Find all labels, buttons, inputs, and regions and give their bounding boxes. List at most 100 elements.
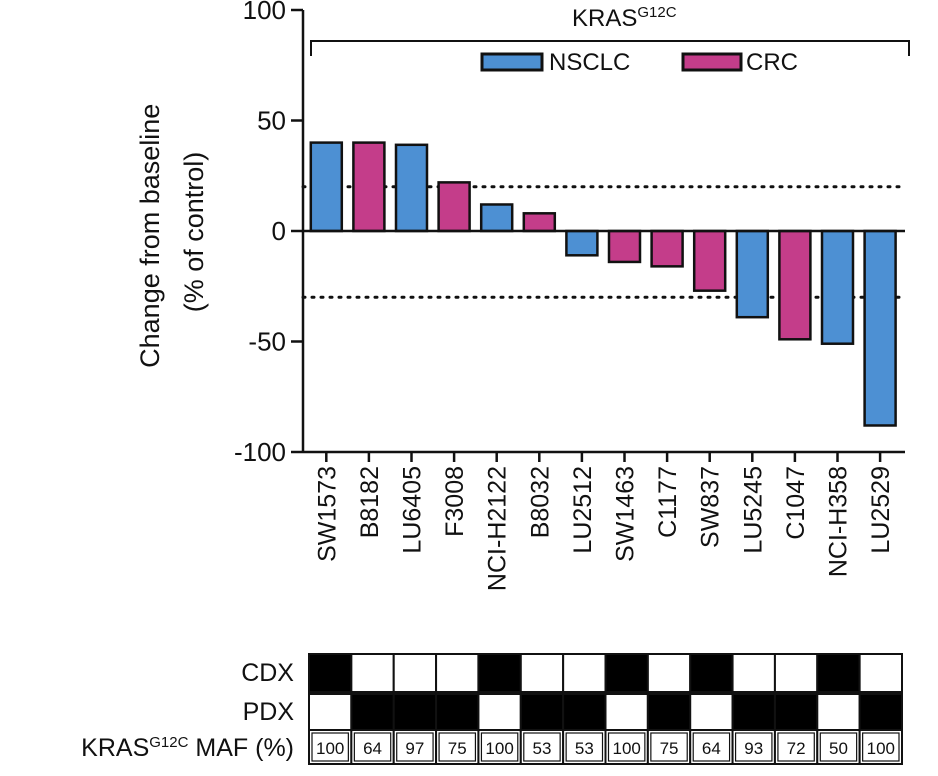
maf-cell-f3008 bbox=[435, 729, 480, 765]
table-row-label-pdx: PDX bbox=[243, 698, 295, 726]
y-tick-label-0: 0 bbox=[272, 216, 286, 246]
maf-cell-b8182 bbox=[350, 729, 395, 765]
legend-label-crc: CRC bbox=[746, 49, 798, 76]
bar-f3008 bbox=[437, 181, 471, 233]
x-tick-label-sw1573: SW1573 bbox=[313, 466, 341, 562]
table-cell-cdx-sw837 bbox=[689, 653, 734, 693]
maf-value-lu2512: 53 bbox=[575, 739, 594, 758]
table-cell-cdx-nci-h2122 bbox=[477, 653, 522, 693]
table-cell-pdx-lu2529 bbox=[858, 693, 904, 733]
reference-lines bbox=[301, 185, 907, 299]
chart-title-sup: G12C bbox=[637, 4, 676, 21]
y-tick-label--100: -100 bbox=[234, 437, 286, 467]
y-axis-label-line1: Change from baseline bbox=[135, 104, 165, 368]
maf-value-nci-h358: 50 bbox=[829, 739, 848, 758]
table-cell-cdx-lu6405 bbox=[392, 653, 438, 693]
maf-cell-inner-b8032 bbox=[523, 732, 561, 762]
bar-sw1573 bbox=[309, 141, 344, 233]
maf-value-lu5245: 93 bbox=[744, 739, 763, 758]
table-cell-pdx-nci-h358 bbox=[816, 693, 861, 733]
maf-cell-inner-nci-h2122 bbox=[480, 732, 519, 762]
table-cell-cdx-sw1463 bbox=[604, 653, 649, 693]
bar-lu2512 bbox=[565, 229, 599, 257]
y-tick-label-50: 50 bbox=[257, 106, 286, 136]
table-cell-cdx-b8182 bbox=[350, 653, 395, 693]
maf-value-sw837: 64 bbox=[702, 739, 721, 758]
x-tick-label-nci-h358: NCI-H358 bbox=[825, 466, 853, 577]
table-cell-cdx-lu2512 bbox=[562, 653, 607, 693]
x-tick-label-b8182: B8182 bbox=[356, 466, 384, 538]
maf-cell-c1177 bbox=[646, 729, 692, 765]
maf-cell-inner-sw1573 bbox=[311, 732, 349, 762]
legend-label-nsclc: NSCLC bbox=[549, 49, 630, 76]
table-cell-pdx-nci-h2122 bbox=[477, 693, 522, 733]
x-tick-label-lu2529: LU2529 bbox=[867, 466, 895, 554]
x-tick-label-lu2512: LU2512 bbox=[569, 466, 597, 554]
sample-table: 100 64 97 75 100 53 53 100 75 64 93 72 50 100 bbox=[308, 653, 904, 765]
maf-cell-inner-lu6405 bbox=[396, 732, 434, 762]
maf-cell-lu2512 bbox=[562, 729, 607, 765]
maf-cell-inner-nci-h358 bbox=[819, 732, 858, 762]
table-cell-pdx-sw1463 bbox=[604, 693, 649, 733]
maf-cell-sw1463 bbox=[604, 729, 649, 765]
legend: NSCLC CRC bbox=[480, 49, 798, 76]
table-cell-cdx-lu5245 bbox=[731, 653, 776, 693]
x-tick-label-sw1463: SW1463 bbox=[612, 466, 640, 562]
maf-value-c1047: 72 bbox=[787, 739, 806, 758]
table-cell-cdx-nci-h358 bbox=[816, 653, 861, 693]
x-tick-label-b8032: B8032 bbox=[526, 466, 554, 538]
bar-c1177 bbox=[650, 229, 684, 268]
maf-cell-inner-f3008 bbox=[438, 732, 477, 762]
bar-b8182 bbox=[352, 141, 386, 233]
maf-value-sw1463: 100 bbox=[612, 739, 640, 758]
table-cell-cdx-f3008 bbox=[435, 653, 480, 693]
maf-cell-lu2529 bbox=[858, 729, 904, 765]
y-axis-label-line2: (% of control) bbox=[179, 152, 209, 313]
bars bbox=[309, 141, 897, 427]
legend-swatch-nsclc bbox=[480, 52, 544, 72]
chart-title-main: KRAS bbox=[572, 5, 637, 32]
bar-lu5245 bbox=[735, 229, 770, 319]
table-cell-pdx-c1177 bbox=[646, 693, 692, 733]
y-tick-label--50: -50 bbox=[248, 327, 286, 357]
table-cell-pdx-b8182 bbox=[350, 693, 395, 733]
maf-cell-inner-lu2529 bbox=[862, 732, 900, 762]
table-cell-pdx-lu6405 bbox=[392, 693, 438, 733]
table-cell-cdx-b8032 bbox=[519, 653, 565, 693]
table-cell-pdx-b8032 bbox=[519, 693, 565, 733]
bar-nci-h358 bbox=[820, 229, 855, 345]
x-tick-label-c1047: C1047 bbox=[782, 466, 810, 540]
maf-value-nci-h2122: 100 bbox=[485, 739, 513, 758]
y-axis-label: Change from baseline (% of control) bbox=[135, 96, 209, 368]
bar-nci-h2122 bbox=[479, 203, 514, 233]
maf-cell-inner-lu2512 bbox=[565, 732, 604, 762]
x-tick-label-lu5245: LU5245 bbox=[739, 466, 767, 554]
maf-value-f3008: 75 bbox=[448, 739, 467, 758]
table-cell-cdx-c1177 bbox=[646, 653, 692, 693]
bar-sw837 bbox=[692, 229, 727, 292]
legend-swatch-crc bbox=[681, 52, 743, 72]
maf-cell-inner-sw1463 bbox=[607, 732, 646, 762]
x-tick-label-f3008: F3008 bbox=[441, 466, 469, 537]
maf-cell-inner-c1047 bbox=[777, 732, 815, 762]
x-tick-label-sw837: SW837 bbox=[697, 466, 725, 548]
x-tick-label-nci-h2122: NCI-H2122 bbox=[484, 466, 512, 591]
maf-cell-lu5245 bbox=[731, 729, 776, 765]
group-bracket bbox=[310, 40, 910, 56]
maf-value-b8182: 64 bbox=[363, 739, 382, 758]
table-cell-pdx-sw837 bbox=[689, 693, 734, 733]
x-tick-label-lu6405: LU6405 bbox=[399, 466, 427, 554]
maf-label-main: KRAS bbox=[81, 734, 149, 762]
table-cell-pdx-lu2512 bbox=[562, 693, 607, 733]
table-row-label-cdx: CDX bbox=[241, 659, 294, 687]
table-cell-pdx-lu5245 bbox=[731, 693, 776, 733]
table-cell-pdx-c1047 bbox=[773, 693, 819, 733]
maf-cell-inner-c1177 bbox=[650, 732, 688, 762]
table-cell-pdx-f3008 bbox=[435, 693, 480, 733]
maf-cell-inner-sw837 bbox=[692, 732, 731, 762]
maf-label-sup: G12C bbox=[149, 734, 188, 751]
axes: 100 50 0 -50 -100 bbox=[234, 0, 905, 467]
maf-cell-inner-lu5245 bbox=[734, 732, 773, 762]
bar-c1047 bbox=[778, 229, 812, 341]
